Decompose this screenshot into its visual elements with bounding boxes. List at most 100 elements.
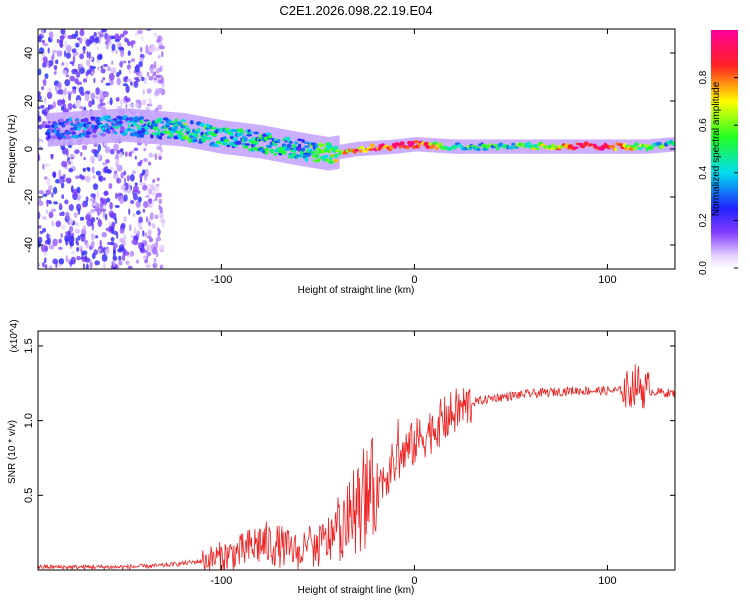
heatmap-cell xyxy=(61,98,65,107)
heatmap-cell xyxy=(155,74,161,78)
heatmap-cell xyxy=(127,50,131,56)
heatmap-cell xyxy=(68,204,74,211)
heatmap-cell xyxy=(122,60,127,64)
heatmap-cell xyxy=(131,58,135,62)
heatmap-cell xyxy=(83,106,86,111)
heatmap-cell xyxy=(206,136,213,141)
heatmap-cell xyxy=(101,253,108,262)
heatmap-cell xyxy=(303,152,307,156)
heatmap-cell xyxy=(362,141,366,156)
heatmap-cell xyxy=(88,100,93,108)
heatmap-cell xyxy=(124,151,128,157)
heatmap-cell xyxy=(104,123,109,128)
heatmap-cell xyxy=(109,201,113,210)
heatmap-cell xyxy=(48,211,54,219)
heatmap-cell xyxy=(265,126,268,160)
heatmap-cell xyxy=(90,216,96,223)
heatmap-cell xyxy=(105,227,111,232)
heatmap-cell xyxy=(115,192,118,200)
heatmap-cell xyxy=(119,228,125,234)
heatmap-cell xyxy=(65,52,71,59)
heatmap-cell xyxy=(131,42,134,48)
heatmap-cell xyxy=(638,147,642,151)
heatmap-cell xyxy=(142,255,147,261)
heatmap-cell xyxy=(44,107,49,114)
heatmap-cell xyxy=(76,241,79,247)
heatmap-cell xyxy=(304,157,309,162)
heatmap-cell xyxy=(38,94,42,101)
heatmap-cell xyxy=(118,255,122,261)
heatmap-cell xyxy=(143,147,147,152)
heatmap-cell xyxy=(97,152,101,160)
heatmap-cell xyxy=(253,131,259,135)
snr-ticks: -100 0 100 0.5 1.0 1.5 xyxy=(23,331,675,587)
colorbar-ticks: 0.0 0.2 0.4 0.6 0.8 xyxy=(698,70,738,275)
heatmap-cell xyxy=(85,124,90,127)
heatmap-cell xyxy=(67,230,71,238)
heatmap-cell xyxy=(71,48,77,53)
heatmap-cell xyxy=(79,53,84,60)
heatmap-cell xyxy=(162,117,169,121)
heatmap-cell xyxy=(111,43,116,51)
x-tick-label: 0 xyxy=(411,274,417,286)
heatmap-cell xyxy=(158,45,165,50)
heatmap-cell xyxy=(146,245,149,252)
heatmap-cell xyxy=(260,125,264,159)
y-tick-label: 0.5 xyxy=(23,488,35,503)
heatmap-cell xyxy=(98,175,104,182)
heatmap-cell xyxy=(122,254,126,261)
heatmap-cell xyxy=(56,38,60,44)
heatmap-cell xyxy=(64,87,67,96)
heatmap-cell xyxy=(99,90,105,98)
heatmap-cell xyxy=(630,144,636,148)
heatmap-cell xyxy=(90,233,95,241)
heatmap-cell xyxy=(95,87,101,95)
heatmap-cell xyxy=(127,124,131,128)
heatmap-cell xyxy=(134,32,138,37)
heatmap-cell xyxy=(177,121,183,126)
heatmap-cell xyxy=(92,175,96,179)
heatmap-cell xyxy=(112,173,119,180)
heatmap-cell xyxy=(332,136,336,170)
figure-title: C2E1.2026.098.22.19.E04 xyxy=(279,3,432,18)
heatmap-cell xyxy=(131,239,136,245)
heatmap-cell xyxy=(89,155,96,163)
heatmap-cell xyxy=(399,141,405,146)
heatmap-cell xyxy=(61,70,68,75)
heatmap-cell xyxy=(76,37,81,41)
heatmap-cell xyxy=(152,262,158,269)
heatmap-cell xyxy=(148,204,153,209)
heatmap-cell xyxy=(38,91,41,96)
spectrogram-ticks: -100 0 100 -40 -20 0 20 40 xyxy=(23,29,675,286)
heatmap-cell xyxy=(95,235,99,239)
heatmap-cell xyxy=(133,116,139,121)
heatmap-cell xyxy=(446,139,449,154)
heatmap-cell xyxy=(223,139,230,143)
heatmap-cell xyxy=(70,232,75,236)
heatmap-cell xyxy=(155,195,158,201)
heatmap-cell xyxy=(66,111,69,146)
heatmap-cell xyxy=(103,63,108,68)
heatmap-cell xyxy=(199,122,205,127)
heatmap-cell xyxy=(55,179,61,184)
heatmap-cell xyxy=(128,151,132,157)
heatmap-cell xyxy=(67,103,71,109)
heatmap-cell xyxy=(59,212,63,217)
heatmap-cell xyxy=(126,175,130,182)
heatmap-cell xyxy=(38,106,42,110)
heatmap-cell xyxy=(59,39,63,48)
spectrogram-heatmap xyxy=(38,29,675,269)
y-tick-label: 20 xyxy=(23,95,35,107)
heatmap-cell xyxy=(142,230,145,237)
heatmap-cell xyxy=(48,184,53,191)
heatmap-cell xyxy=(130,81,133,86)
heatmap-cell xyxy=(155,251,159,258)
heatmap-cell xyxy=(79,216,85,221)
heatmap-cell xyxy=(44,124,51,129)
heatmap-cell xyxy=(147,229,152,237)
heatmap-cell xyxy=(113,261,116,268)
heatmap-cell xyxy=(297,138,302,142)
heatmap-cell xyxy=(333,146,339,150)
heatmap-cell xyxy=(104,213,108,221)
heatmap-cell xyxy=(105,82,111,86)
